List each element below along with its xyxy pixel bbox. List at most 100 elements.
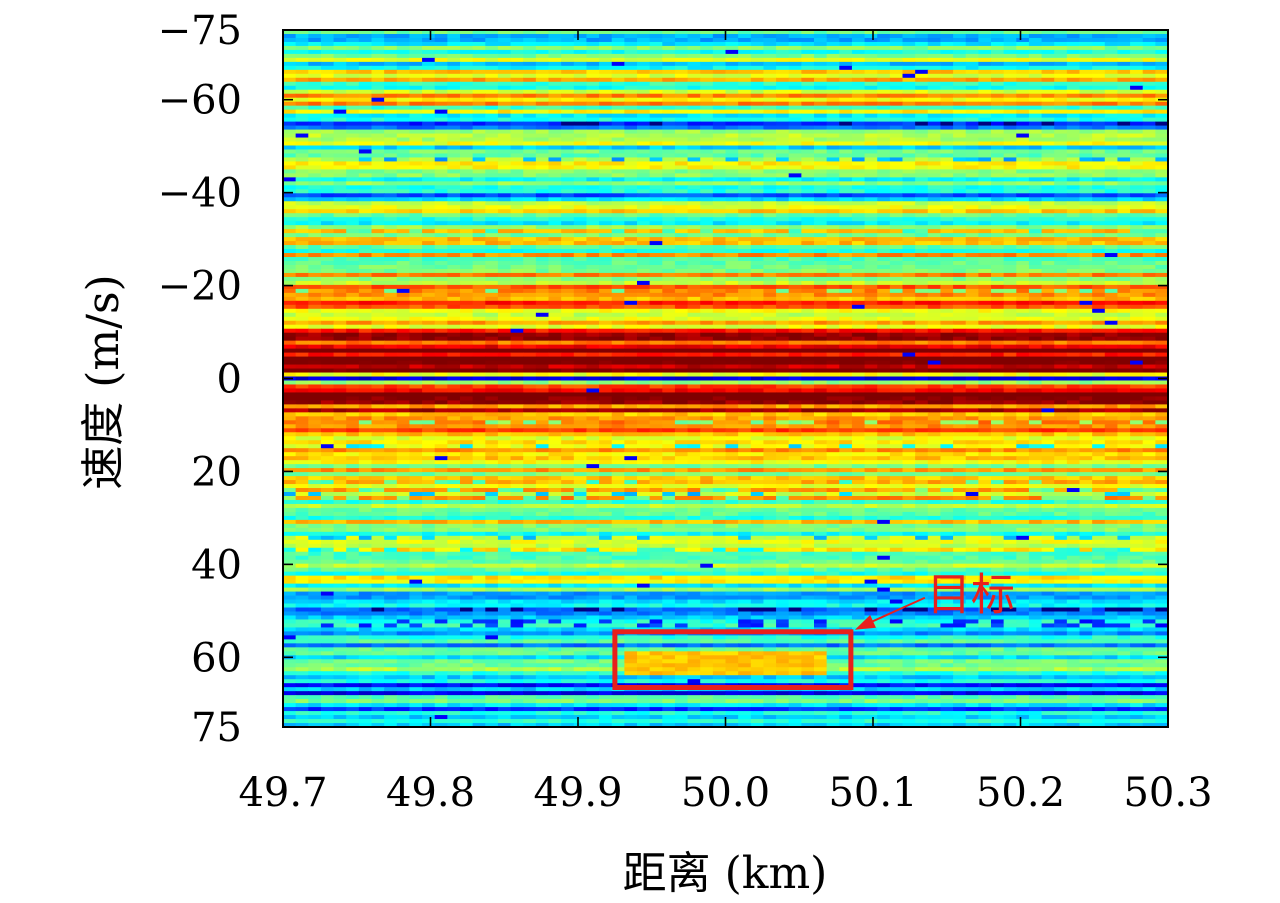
heatmap-cell <box>1054 85 1068 91</box>
heatmap-cell <box>750 85 765 91</box>
heatmap-cell <box>1028 213 1043 218</box>
heatmap-cell <box>738 37 752 43</box>
heatmap-cell <box>510 125 524 131</box>
heatmap-cell <box>460 169 474 174</box>
heatmap-cell <box>637 30 651 35</box>
heatmap-cell <box>953 177 967 182</box>
heatmap-cell <box>788 113 802 119</box>
heatmap-cell <box>586 288 600 294</box>
heatmap-cell <box>1142 165 1156 170</box>
heatmap-cell <box>371 229 385 234</box>
heatmap-cell <box>902 296 916 302</box>
heatmap-cell <box>1142 125 1156 131</box>
heatmap-cell <box>472 125 486 131</box>
heatmap-cell <box>535 225 550 230</box>
heatmap-cell <box>283 312 297 318</box>
heatmap-cell <box>927 237 942 242</box>
heatmap-cell <box>460 308 474 314</box>
heatmap-cell <box>1003 205 1017 210</box>
heatmap-cell <box>889 113 904 119</box>
heatmap-cell <box>523 53 537 59</box>
heatmap-cell <box>1054 272 1068 278</box>
heatmap-cell <box>358 280 373 286</box>
heatmap-cell <box>662 217 676 222</box>
heatmap-cell <box>447 249 461 254</box>
heatmap-cell <box>864 30 878 35</box>
heatmap-cell <box>358 57 373 63</box>
heatmap-cell <box>295 109 309 115</box>
heatmap-cell <box>1142 30 1156 35</box>
heatmap-cell <box>422 149 436 155</box>
heatmap-cell <box>409 81 423 87</box>
heatmap-cell <box>776 217 790 222</box>
heatmap-cell <box>801 57 815 63</box>
heatmap-cell <box>877 65 891 71</box>
heatmap-cell <box>308 30 322 35</box>
heatmap-cell <box>1130 77 1144 83</box>
heatmap-cell <box>1104 233 1119 238</box>
heatmap-cell <box>725 272 739 278</box>
heatmap-cell <box>649 284 663 290</box>
heatmap-cell <box>510 296 524 302</box>
heatmap-cell <box>1104 161 1119 167</box>
heatmap-cell <box>776 69 790 75</box>
heatmap-cell <box>371 209 385 214</box>
heatmap-cell <box>561 161 575 167</box>
heatmap-cell <box>485 257 499 262</box>
heatmap-cell <box>839 149 853 155</box>
heatmap-cell <box>586 149 600 155</box>
heatmap-cell <box>1117 49 1131 55</box>
heatmap-cell <box>978 245 992 250</box>
heatmap-cell <box>384 41 398 47</box>
heatmap-cell <box>460 89 474 95</box>
heatmap-cell <box>472 145 486 151</box>
heatmap-cell <box>877 45 891 51</box>
heatmap-cell <box>738 145 752 151</box>
heatmap-cell <box>485 101 499 107</box>
heatmap-cell <box>738 93 752 99</box>
heatmap-cell <box>371 308 385 314</box>
heatmap-cell <box>674 49 689 55</box>
heatmap-cell <box>358 272 373 278</box>
heatmap-cell <box>283 241 297 246</box>
heatmap-cell <box>561 205 575 210</box>
heatmap-cell <box>991 221 1005 226</box>
heatmap-cell <box>1016 189 1030 194</box>
heatmap-cell <box>940 149 954 155</box>
heatmap-cell <box>965 241 979 246</box>
heatmap-cell <box>839 93 853 99</box>
heatmap-cell <box>1104 169 1119 174</box>
heatmap-cell <box>738 280 752 286</box>
heatmap-cell <box>965 193 979 198</box>
heatmap-cell <box>851 133 866 139</box>
heatmap-cell <box>687 173 701 178</box>
heatmap-cell <box>877 257 891 262</box>
heatmap-cell <box>396 249 411 254</box>
heatmap-cell <box>927 229 942 234</box>
heatmap-cell <box>586 165 600 170</box>
heatmap-cell <box>788 117 802 123</box>
heatmap-cell <box>1054 97 1068 103</box>
heatmap-cell <box>611 30 625 35</box>
heatmap-cell <box>295 308 309 314</box>
heatmap-cell <box>1117 257 1131 262</box>
heatmap-cell <box>523 157 537 163</box>
heatmap-cell <box>877 149 891 155</box>
heatmap-cell <box>384 201 398 206</box>
heatmap-cell <box>700 292 714 298</box>
heatmap-cell <box>864 173 878 178</box>
heatmap-cell <box>333 177 347 182</box>
heatmap-cell <box>586 109 600 115</box>
heatmap-cell <box>712 276 727 282</box>
heatmap-cell <box>1054 137 1068 143</box>
heatmap-cell <box>320 145 335 151</box>
heatmap-cell <box>599 245 613 250</box>
heatmap-cell <box>409 261 423 266</box>
heatmap-cell <box>927 141 942 147</box>
heatmap-cell <box>1016 53 1030 59</box>
heatmap-cell <box>940 157 954 163</box>
heatmap-cell <box>510 185 524 190</box>
heatmap-cell <box>308 137 322 143</box>
heatmap-cell <box>953 169 967 174</box>
heatmap-cell <box>396 149 411 155</box>
